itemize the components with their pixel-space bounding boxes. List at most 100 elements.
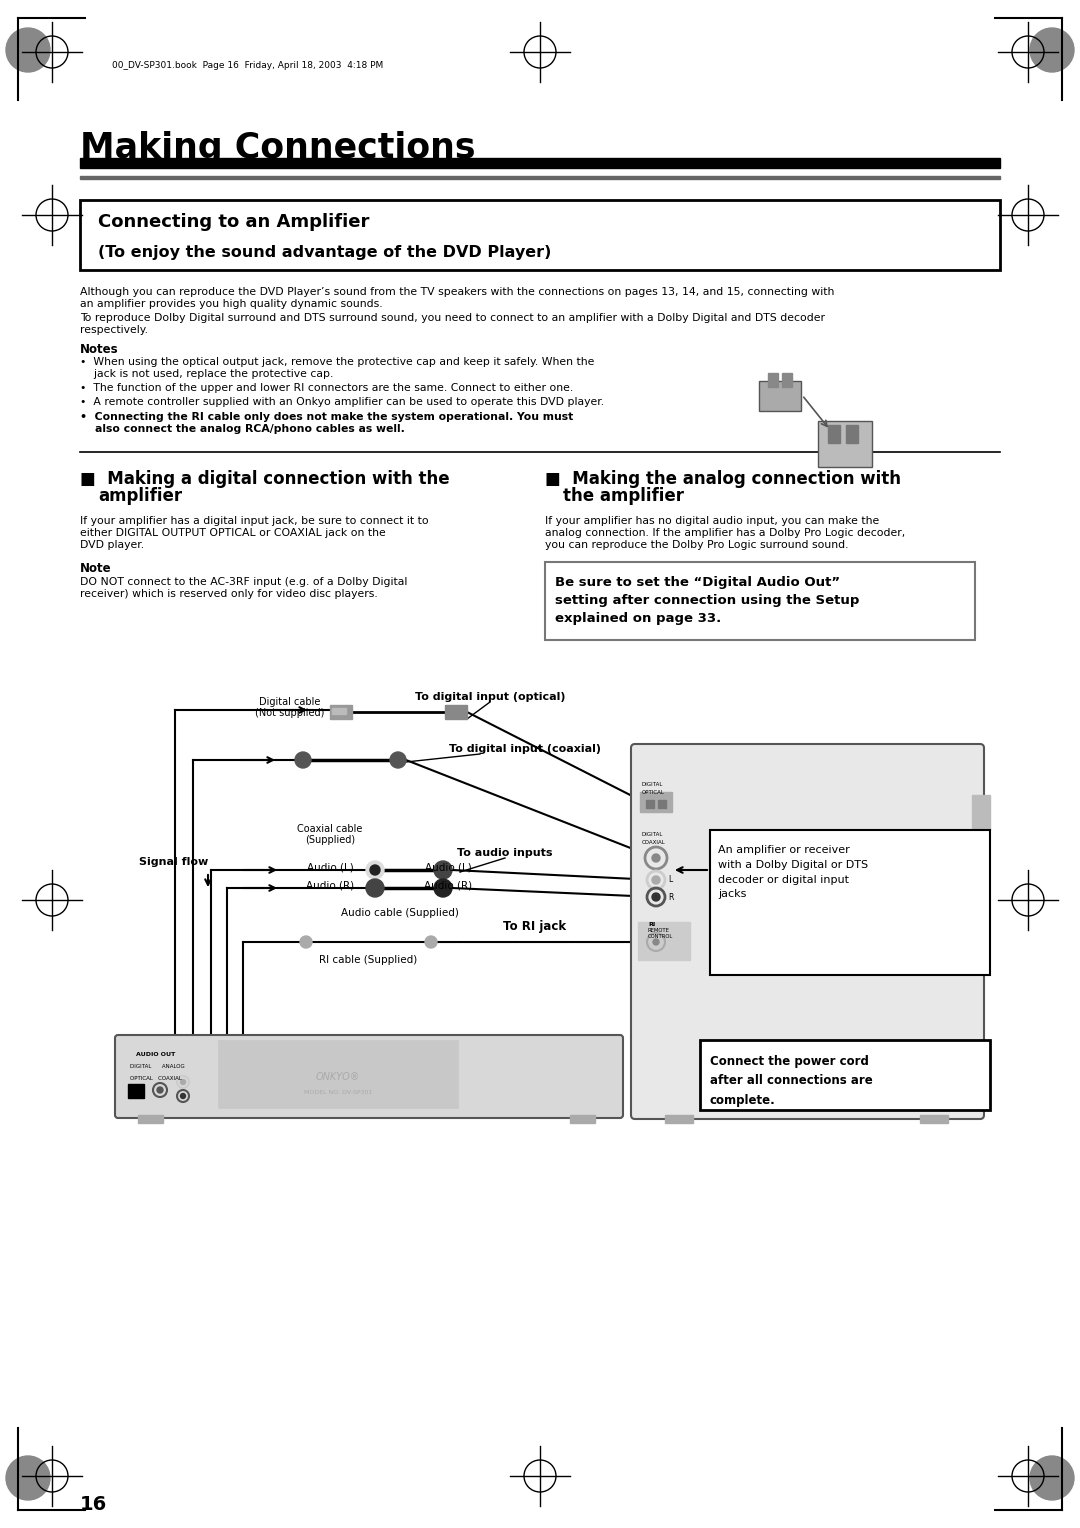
Text: Be sure to set the “Digital Audio Out”: Be sure to set the “Digital Audio Out” [555,576,840,588]
Bar [638,921,690,960]
Text: DVD player.: DVD player. [80,539,144,550]
Circle shape [652,876,660,885]
Text: Coaxial cable: Coaxial cable [297,824,363,834]
Bar [846,425,858,443]
Circle shape [295,752,311,769]
Bar [129,1083,144,1099]
Text: the amplifier: the amplifier [563,487,684,504]
Circle shape [1030,1456,1074,1500]
Text: 00_DV-SP301.book  Page 16  Friday, April 18, 2003  4:18 PM: 00_DV-SP301.book Page 16 Friday, April 1… [112,61,383,69]
Text: R: R [669,892,673,902]
Text: CONTROL: CONTROL [648,934,673,938]
Text: DIGITAL: DIGITAL [642,833,663,837]
Text: OPTICAL   COAXIAL: OPTICAL COAXIAL [130,1076,181,1080]
Text: To audio inputs: To audio inputs [457,848,553,859]
Circle shape [6,1456,50,1500]
Text: COAXIAL: COAXIAL [642,840,665,845]
Text: ONKYO®: ONKYO® [315,1073,361,1082]
Text: explained on page 33.: explained on page 33. [555,613,721,625]
Circle shape [652,892,660,902]
Circle shape [653,940,659,944]
Circle shape [180,1094,186,1099]
Text: RI cable (Supplied): RI cable (Supplied) [319,955,417,966]
Text: L: L [669,876,672,885]
Text: MODEL NO. DV-SP301: MODEL NO. DV-SP301 [303,1089,373,1094]
Bar [782,373,792,387]
Text: •  A remote controller supplied with an Onkyo amplifier can be used to operate t: • A remote controller supplied with an O… [80,397,604,406]
Text: Although you can reproduce the DVD Player’s sound from the TV speakers with the : Although you can reproduce the DVD Playe… [80,287,835,296]
Text: To digital input (coaxial): To digital input (coaxial) [449,744,600,753]
Circle shape [434,879,453,897]
Text: DO NOT connect to the AC-3RF input (e.g. of a Dolby Digital: DO NOT connect to the AC-3RF input (e.g.… [80,578,407,587]
Circle shape [180,1079,186,1085]
Bar [80,176,1000,179]
Circle shape [390,752,406,769]
Text: If your amplifier has no digital audio input, you can make the: If your amplifier has no digital audio i… [545,516,879,526]
Text: setting after connection using the Setup: setting after connection using the Setup [555,594,860,607]
Bar [710,830,990,975]
Text: Audio (L): Audio (L) [424,862,471,872]
Text: AUDIO OUT: AUDIO OUT [136,1053,175,1057]
Text: REMOTE: REMOTE [648,927,670,932]
Circle shape [366,879,384,897]
Text: Audio (R): Audio (R) [424,880,472,889]
Bar [445,704,467,720]
Bar [920,1115,948,1123]
Text: DIGITAL      ANALOG: DIGITAL ANALOG [130,1065,185,1070]
Text: If your amplifier has a digital input jack, be sure to connect it to: If your amplifier has a digital input ja… [80,516,429,526]
Text: To RI jack: To RI jack [503,920,567,934]
Bar [80,157,1000,168]
Text: Audio (L): Audio (L) [307,862,353,872]
Text: (Supplied): (Supplied) [305,834,355,845]
Text: Notes: Notes [80,342,119,356]
Text: analog connection. If the amplifier has a Dolby Pro Logic decoder,: analog connection. If the amplifier has … [545,529,905,538]
Text: jack is not used, replace the protective cap.: jack is not used, replace the protective… [80,368,334,379]
Bar [972,795,990,830]
Circle shape [6,28,50,72]
Bar [665,1115,693,1123]
Bar [768,373,778,387]
Circle shape [434,860,453,879]
Text: •  ​Connecting the RI cable only does not make the system operational. You must: • ​Connecting the RI cable only does not… [80,413,573,422]
Text: an amplifier provides you high quality dynamic sounds.: an amplifier provides you high quality d… [80,299,382,309]
Text: To digital input (optical): To digital input (optical) [415,692,565,701]
Bar [658,801,666,808]
Bar [646,801,654,808]
Text: •  The function of the upper and lower RI connectors are the same. Connect to ei: • The function of the upper and lower RI… [80,384,573,393]
Text: An amplifier or receiver
with a Dolby Digital or DTS
decoder or digital input
ja: An amplifier or receiver with a Dolby Di… [718,845,868,900]
Text: Audio (R): Audio (R) [306,880,354,889]
Bar [640,792,672,811]
Circle shape [157,1086,163,1093]
FancyBboxPatch shape [818,422,872,468]
Circle shape [1030,28,1074,72]
Bar [570,1115,595,1123]
FancyBboxPatch shape [759,380,801,411]
Bar [828,425,840,443]
Text: 16: 16 [80,1496,107,1514]
Text: DIGITAL: DIGITAL [642,782,663,787]
Text: •  When using the optical output jack, remove the protective cap and keep it saf: • When using the optical output jack, re… [80,358,594,367]
Circle shape [652,854,660,862]
Text: (Not supplied): (Not supplied) [255,707,325,718]
Circle shape [300,937,312,947]
Text: either DIGITAL OUTPUT OPTICAL or COAXIAL jack on the: either DIGITAL OUTPUT OPTICAL or COAXIAL… [80,529,386,538]
Text: Connecting to an Amplifier: Connecting to an Amplifier [98,212,369,231]
Circle shape [366,860,384,879]
Text: receiver) which is reserved only for video disc players.: receiver) which is reserved only for vid… [80,588,378,599]
Bar [700,1041,990,1109]
Text: Note: Note [80,562,111,575]
Text: To reproduce Dolby Digital surround and DTS surround sound, you need to connect : To reproduce Dolby Digital surround and … [80,313,825,322]
Circle shape [426,937,437,947]
Text: (To enjoy the sound advantage of the DVD Player): (To enjoy the sound advantage of the DVD… [98,244,552,260]
Text: Making Connections: Making Connections [80,131,475,165]
Text: ■  Making the analog connection with: ■ Making the analog connection with [545,471,901,487]
Text: respectively.: respectively. [80,325,148,335]
Text: Signal flow: Signal flow [138,857,208,866]
Text: amplifier: amplifier [98,487,183,504]
Text: RI: RI [648,921,656,926]
Bar [80,200,1000,270]
Text: Connect the power cord
after all connections are
complete.: Connect the power cord after all connect… [710,1054,873,1106]
Text: ■  Making a digital connection with the: ■ Making a digital connection with the [80,471,449,487]
Bar [218,1041,458,1108]
Text: Audio cable (Supplied): Audio cable (Supplied) [341,908,459,918]
